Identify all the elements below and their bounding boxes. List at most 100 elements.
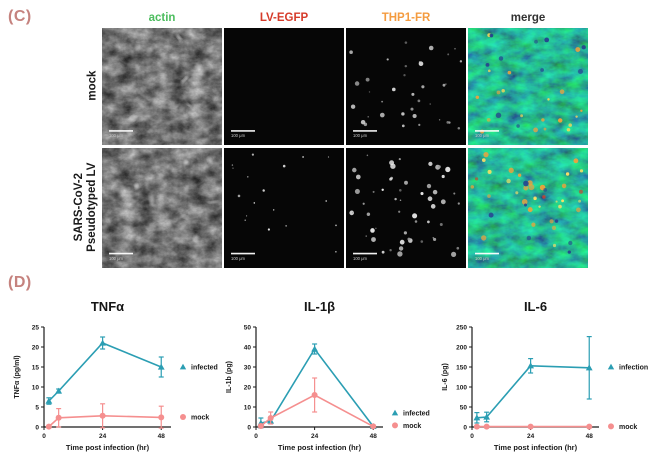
y-tick-label: 0 (35, 424, 39, 431)
panel-d-label: (D) (8, 274, 32, 291)
y-tick-label: 15 (32, 364, 40, 371)
y-tick-label: 0 (247, 424, 251, 431)
y-tick-label: 100 (456, 384, 467, 391)
chart-plot-area: 0 10 20 30 40 50 0 24 48 IL-1b (pg) Time post infe… (226, 324, 430, 452)
column-header-merge: merge (510, 12, 546, 24)
scale-bar-label: 100 μm (109, 133, 124, 138)
y-tick-label: 50 (460, 404, 468, 411)
x-tick-label: 48 (586, 433, 594, 440)
legend-label: infected (191, 364, 218, 371)
data-point-marker (586, 423, 593, 430)
legend-item-infected: infected (391, 409, 430, 417)
micrograph-image: 100 μm (102, 28, 222, 145)
legend-item-mock: mock (392, 422, 421, 430)
data-point-marker (585, 364, 593, 371)
y-tick-label: 250 (456, 324, 467, 331)
chart-title: TNFα (90, 299, 125, 314)
micrograph-image: 100 μm (468, 148, 588, 268)
legend-label: infected (403, 410, 430, 417)
y-tick-label: 30 (244, 364, 252, 371)
scale-bar (353, 252, 377, 255)
y-tick-label: 10 (32, 384, 40, 391)
y-axis-label: TNFα (pg/ml) (14, 355, 21, 398)
data-point-marker (99, 412, 106, 419)
series-infected (45, 336, 165, 405)
legend-item-mock: mock (608, 423, 637, 431)
scale-bar-label: 100 μm (475, 256, 490, 261)
scale-bar (353, 130, 377, 132)
x-tick-label: 24 (311, 433, 319, 440)
micrograph-row1-actin: 100 μm (102, 148, 222, 268)
chart-il6: IL-6 0 50 100 150 200 250 0 24 48 IL-6 (pg) Time po… (438, 299, 662, 460)
data-point-marker (483, 413, 491, 420)
micrograph-row0-actin: 100 μm (102, 28, 222, 145)
chart-title: IL-6 (523, 299, 548, 314)
legend-item-infected: infected (179, 363, 218, 371)
y-tick-label: 10 (244, 404, 252, 411)
x-tick-label: 24 (99, 433, 107, 440)
row-label-mock: mock (86, 70, 99, 101)
micrograph-row1-lv-egfp: 100 μm (224, 148, 344, 268)
micrograph-row0-lv-egfp: 100 μm (224, 28, 344, 145)
y-tick-label: 5 (35, 404, 39, 411)
x-axis-label: Time post infection (hr) (278, 443, 362, 452)
scale-bar-label: 100 μm (475, 133, 490, 138)
scale-bar (109, 130, 133, 132)
data-point-marker (311, 392, 318, 398)
data-point-marker (370, 423, 377, 430)
x-tick-label: 0 (254, 433, 258, 440)
scale-bar (231, 130, 255, 132)
micrograph-row0-thp1-fr: 100 μm (346, 28, 466, 145)
micrograph-image: 100 μm (224, 148, 344, 268)
data-point-marker (527, 362, 535, 369)
x-tick-label: 24 (527, 433, 535, 440)
chart-title: IL-1β (303, 299, 336, 314)
y-axis-label: IL-1b (pg) (226, 361, 233, 393)
data-point-marker (158, 414, 165, 421)
micrograph-row0-merge: 100 μm (468, 28, 588, 145)
chart-plot-area: 0 5 10 15 20 25 0 24 48 TNFα (pg/ml) Time post inf… (14, 324, 218, 452)
data-point-marker (55, 414, 62, 421)
panel-c-label: (C) (8, 8, 32, 25)
x-tick-label: 48 (370, 433, 378, 440)
scale-bar-label: 100 μm (231, 133, 246, 138)
x-tick-label: 0 (42, 433, 46, 440)
x-axis-label: Time post infection (hr) (494, 443, 578, 452)
legend-item-mock: mock (180, 414, 209, 421)
scale-bar (475, 130, 499, 132)
data-point-marker (473, 423, 480, 430)
legend-label: mock (191, 414, 209, 421)
data-point-marker (267, 415, 274, 421)
scale-bar (475, 252, 499, 255)
micrograph-image: 100 μm (102, 148, 222, 268)
data-point-marker (45, 397, 53, 404)
chart-il1b: IL-1β 0 10 20 30 40 50 0 24 48 IL-1b (pg) Time post… (222, 299, 447, 460)
column-header-actin: actin (148, 12, 176, 24)
data-point-marker (99, 339, 107, 346)
y-tick-label: 25 (32, 324, 40, 331)
y-tick-label: 20 (32, 344, 40, 351)
column-header-lv-egfp: LV-EGFP (259, 12, 309, 24)
x-axis-label: Time post infection (hr) (66, 443, 150, 452)
y-tick-label: 0 (463, 424, 467, 431)
y-tick-label: 40 (244, 344, 252, 351)
series-mock (473, 423, 593, 430)
micrograph-row1-merge: 100 μm (468, 148, 588, 268)
column-header-thp1-fr: THP1-FR (381, 12, 431, 24)
x-tick-label: 48 (158, 433, 166, 440)
scale-bar (231, 252, 255, 255)
y-tick-label: 20 (244, 384, 252, 391)
x-tick-label: 0 (470, 433, 474, 440)
scale-bar (109, 252, 133, 255)
y-tick-label: 200 (456, 344, 467, 351)
data-point-marker (157, 363, 165, 370)
data-point-marker (311, 345, 319, 352)
data-point-marker (483, 423, 490, 430)
scale-bar-label: 100 μm (353, 133, 368, 138)
series-mock (45, 403, 165, 430)
micrograph-image: 100 μm (468, 28, 588, 145)
data-point-marker (473, 414, 481, 421)
data-point-marker (527, 423, 534, 430)
micrograph-row1-thp1-fr: 100 μm (346, 148, 466, 268)
scale-bar-label: 100 μm (231, 256, 246, 261)
